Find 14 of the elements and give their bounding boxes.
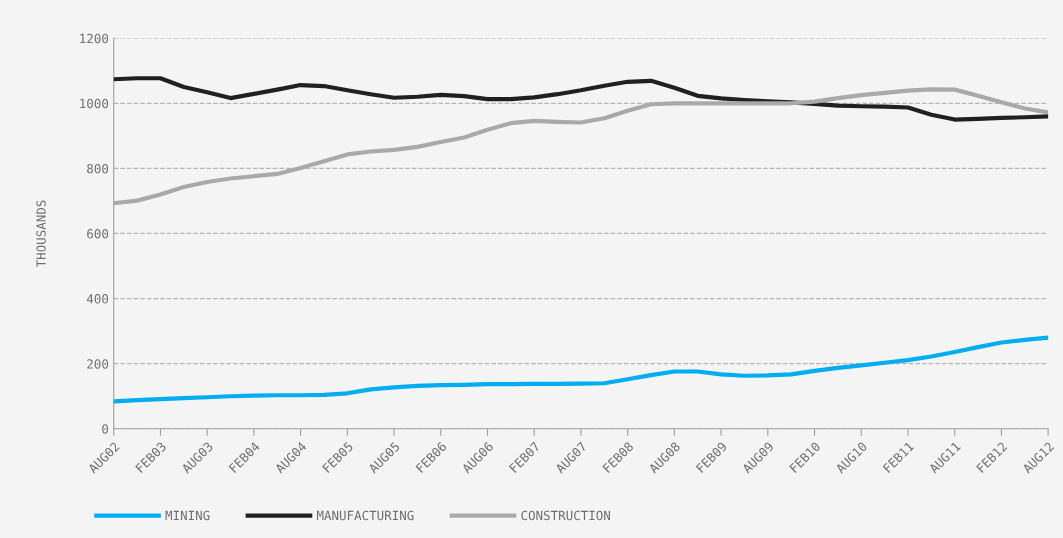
y-tick-label: 600 — [87, 229, 109, 239]
line-series — [113, 87, 1049, 206]
y-axis-title: THOUSANDS — [36, 200, 46, 268]
legend-label: CONSTRUCTION — [521, 510, 610, 521]
y-tick-label: 200 — [87, 359, 109, 369]
line-series — [113, 335, 1049, 404]
y-tick-label: 800 — [87, 163, 109, 174]
y-tick-label: 400 — [86, 294, 109, 304]
y-tick-label: 0 — [102, 424, 109, 434]
legend-label: MANUFACTURING — [316, 510, 414, 521]
y-tick-label: 1000 — [80, 98, 109, 109]
legend-label: MINING — [165, 510, 210, 521]
line-series — [113, 76, 1049, 122]
y-tick-label: 1200 — [80, 33, 109, 44]
